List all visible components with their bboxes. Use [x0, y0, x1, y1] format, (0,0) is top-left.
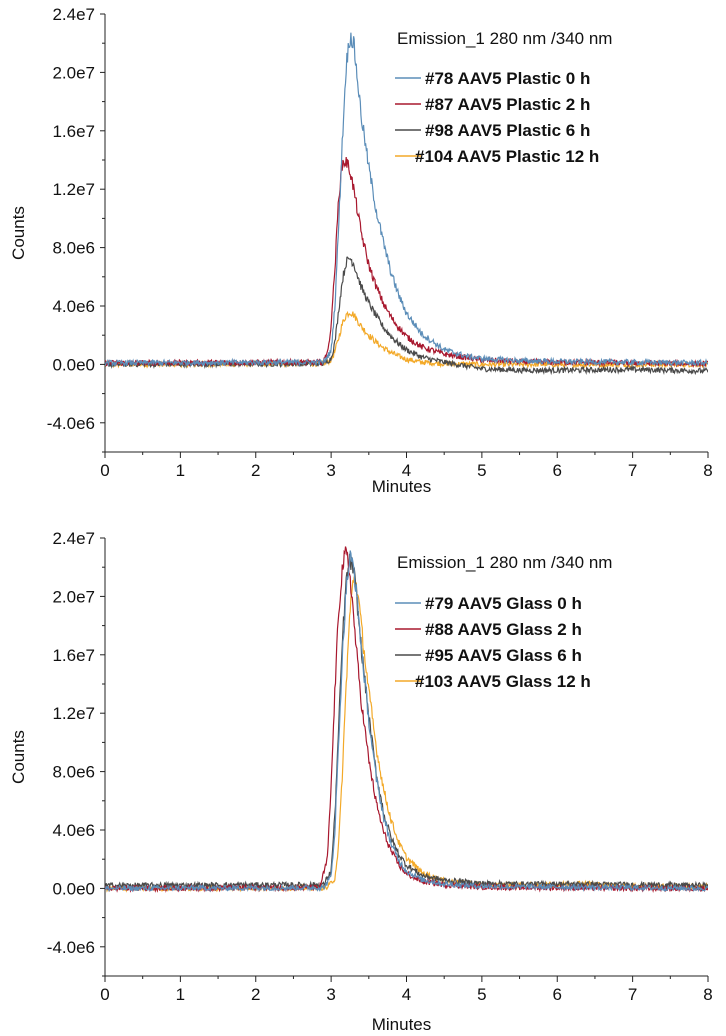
y-tick-label: 1.2e7	[52, 180, 95, 199]
x-tick-label: 6	[553, 461, 562, 480]
y-tick-label: 0.0e0	[52, 355, 95, 374]
legend-label: #88 AAV5 Glass 2 h	[425, 620, 582, 639]
y-tick-label: 2.0e7	[52, 587, 95, 606]
x-tick-label: 5	[477, 985, 486, 1004]
series-line-1	[105, 32, 708, 368]
legend-label: #79 AAV5 Glass 0 h	[425, 594, 582, 613]
x-tick-label: 0	[100, 985, 109, 1004]
y-tick-label: 1.2e7	[52, 704, 95, 723]
y-axis-title: Counts	[9, 730, 28, 784]
x-tick-label: 7	[628, 985, 637, 1004]
y-tick-label: 1.6e7	[52, 122, 95, 141]
legend-label: #98 AAV5 Plastic 6 h	[425, 121, 590, 140]
y-tick-label: 4.0e6	[52, 297, 95, 316]
series-line-2	[105, 546, 708, 894]
y-tick-label: 2.4e7	[52, 529, 95, 548]
x-tick-label: 4	[402, 985, 411, 1004]
x-tick-label: 6	[553, 985, 562, 1004]
chart-annotation: Emission_1 280 nm /340 nm	[397, 29, 612, 48]
legend-label: #87 AAV5 Plastic 2 h	[425, 95, 590, 114]
x-tick-label: 1	[176, 985, 185, 1004]
legend-label: #78 AAV5 Plastic 0 h	[425, 69, 590, 88]
chart-panel-2: 2.4e7 2.0e7 1.6e7 1.2e7 8.0e6 4.0e6 0.0e0 -4.0e…	[9, 529, 713, 1034]
legend: #78 AAV5 Plastic 0 h #87 AAV5 Plastic 2 h…	[395, 69, 599, 166]
x-axis-title: Minutes	[372, 1015, 432, 1034]
y-tick-label: 0.0e0	[52, 879, 95, 898]
series-line-3	[105, 256, 708, 376]
chart-annotation: Emission_1 280 nm /340 nm	[397, 553, 612, 572]
y-tick-label: 2.4e7	[52, 5, 95, 24]
x-tick-label: 0	[100, 461, 109, 480]
x-tick-label: 2	[251, 985, 260, 1004]
x-tick-label: 1	[176, 461, 185, 480]
y-tick-label: 2.0e7	[52, 63, 95, 82]
x-tick-label: 5	[477, 461, 486, 480]
legend-label: #103 AAV5 Glass 12 h	[415, 672, 591, 691]
y-axis-title: Counts	[9, 206, 28, 260]
y-tick-label: 1.6e7	[52, 646, 95, 665]
series-line-1	[105, 550, 708, 893]
x-tick-label: 2	[251, 461, 260, 480]
y-tick-label: 4.0e6	[52, 821, 95, 840]
y-tick-label: 8.0e6	[52, 763, 95, 782]
y-tick-label: -4.0e6	[47, 938, 95, 957]
series-line-4	[105, 310, 708, 370]
series-line-3	[105, 553, 708, 890]
legend-label: #104 AAV5 Plastic 12 h	[415, 147, 599, 166]
x-tick-label: 8	[703, 985, 712, 1004]
x-tick-label: 3	[326, 985, 335, 1004]
x-tick-label: 3	[326, 461, 335, 480]
legend-label: #95 AAV5 Glass 6 h	[425, 646, 582, 665]
legend: #79 AAV5 Glass 0 h #88 AAV5 Glass 2 h #95 …	[395, 594, 591, 691]
chart-panel-1: 2.4e7 2.0e7 1.6e7 1.2e7 8.0e6 4.0e6 0.0e0 -4.0e…	[9, 5, 713, 496]
x-tick-label: 4	[402, 461, 411, 480]
x-axis-title: Minutes	[372, 477, 432, 496]
y-tick-label: 8.0e6	[52, 239, 95, 258]
series-line-2	[105, 157, 708, 369]
y-tick-label: -4.0e6	[47, 414, 95, 433]
x-tick-label: 7	[628, 461, 637, 480]
series-line-4	[105, 576, 708, 893]
x-tick-label: 8	[703, 461, 712, 480]
